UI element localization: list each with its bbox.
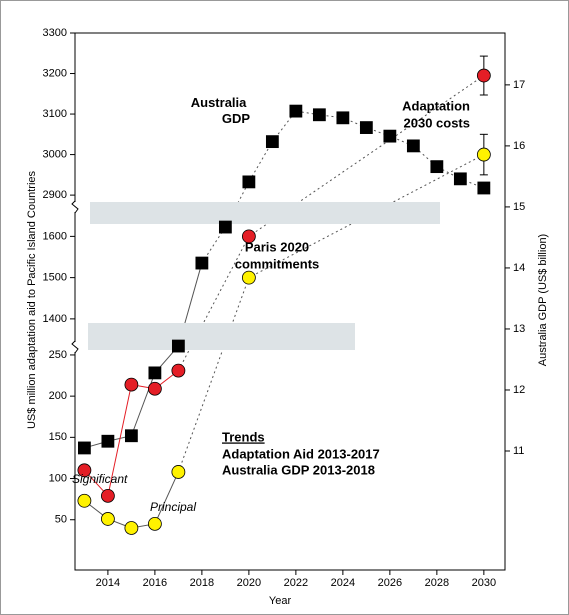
- y2-tick-label: 15: [513, 201, 525, 213]
- y2-tick-label: 13: [513, 323, 525, 335]
- plot-area: [74, 32, 506, 571]
- marker: [77, 493, 92, 508]
- y-tick-label: 3000: [43, 148, 67, 160]
- y-tick-label: 100: [49, 472, 67, 484]
- marker: [171, 465, 186, 479]
- annotation: Paris 2020: [245, 239, 309, 254]
- label-line: GDP: [222, 111, 251, 126]
- y-tick-label: 2900: [43, 189, 67, 201]
- marker: [77, 463, 92, 478]
- y-tick-label: 50: [55, 514, 67, 526]
- axis-break-band: [88, 323, 355, 350]
- marker: [241, 229, 256, 244]
- y-tick-label: 250: [49, 349, 67, 361]
- y2-tick-label: 14: [513, 262, 525, 274]
- x-tick-label: 2018: [190, 577, 214, 589]
- annotation: commitments: [235, 256, 320, 271]
- y-axis-label: US$ million adaptation aid to Pacific Is…: [26, 170, 38, 429]
- marker: [242, 175, 256, 189]
- marker: [430, 160, 444, 174]
- marker: [336, 111, 350, 125]
- marker: [101, 434, 115, 448]
- marker: [195, 256, 209, 270]
- x-axis-label: Year: [269, 595, 292, 607]
- y2-axis-label: Australia GDP (US$ billion): [537, 234, 549, 366]
- trends-line: Adaptation Aid 2013-2017: [222, 446, 380, 461]
- marker: [147, 381, 162, 396]
- x-tick-label: 2028: [425, 577, 449, 589]
- marker: [100, 512, 115, 526]
- marker: [124, 377, 139, 392]
- annotation: Adaptation: [402, 98, 470, 113]
- marker: [476, 147, 491, 162]
- x-tick-label: 2022: [284, 577, 308, 589]
- y-tick-label: 200: [49, 390, 67, 402]
- marker: [218, 220, 232, 234]
- y-tick-label: 1500: [43, 272, 67, 284]
- marker: [147, 516, 162, 531]
- x-tick-label: 2016: [143, 577, 167, 589]
- marker: [171, 339, 185, 353]
- y2-tick-label: 12: [513, 384, 525, 396]
- marker: [453, 172, 467, 186]
- marker: [100, 488, 115, 503]
- y2-tick-label: 16: [513, 140, 525, 152]
- x-tick-label: 2030: [472, 577, 496, 589]
- annotation: 2030 costs: [404, 115, 471, 130]
- x-tick-label: 2020: [237, 577, 261, 589]
- marker: [359, 121, 373, 134]
- series-label: Australia GDP: [191, 95, 251, 126]
- marker: [312, 108, 326, 122]
- x-tick-label: 2026: [378, 577, 402, 589]
- y-tick-label: 150: [49, 431, 67, 443]
- axis-break: [71, 340, 79, 354]
- trends-line: Australia GDP 2013-2018: [222, 462, 375, 477]
- x-tick-label: 2014: [96, 577, 120, 589]
- x-tick-label: 2024: [331, 577, 355, 589]
- marker: [477, 181, 491, 195]
- marker: [148, 366, 162, 380]
- axis-break-band: [90, 202, 440, 224]
- y-tick-label: 3200: [43, 67, 67, 79]
- marker: [241, 270, 256, 285]
- marker: [289, 104, 303, 118]
- trends-title: Trends: [222, 429, 265, 444]
- marker: [476, 68, 491, 83]
- series-label: Significant: [72, 472, 128, 486]
- series-label: Principal: [150, 500, 196, 514]
- y-tick-label: 1600: [43, 230, 67, 242]
- marker: [265, 135, 279, 149]
- marker: [383, 129, 397, 143]
- marker: [406, 139, 420, 153]
- label-line: Australia: [191, 95, 250, 110]
- y-tick-label: 3300: [43, 27, 67, 39]
- axis-break: [71, 200, 79, 214]
- y-tick-label: 3100: [43, 108, 67, 120]
- y2-tick-label: 11: [513, 445, 524, 457]
- y2-tick-label: 17: [513, 79, 525, 91]
- y-tick-label: 1400: [43, 313, 67, 325]
- marker: [124, 429, 138, 443]
- marker: [77, 441, 91, 455]
- marker: [124, 521, 139, 535]
- marker: [171, 363, 186, 378]
